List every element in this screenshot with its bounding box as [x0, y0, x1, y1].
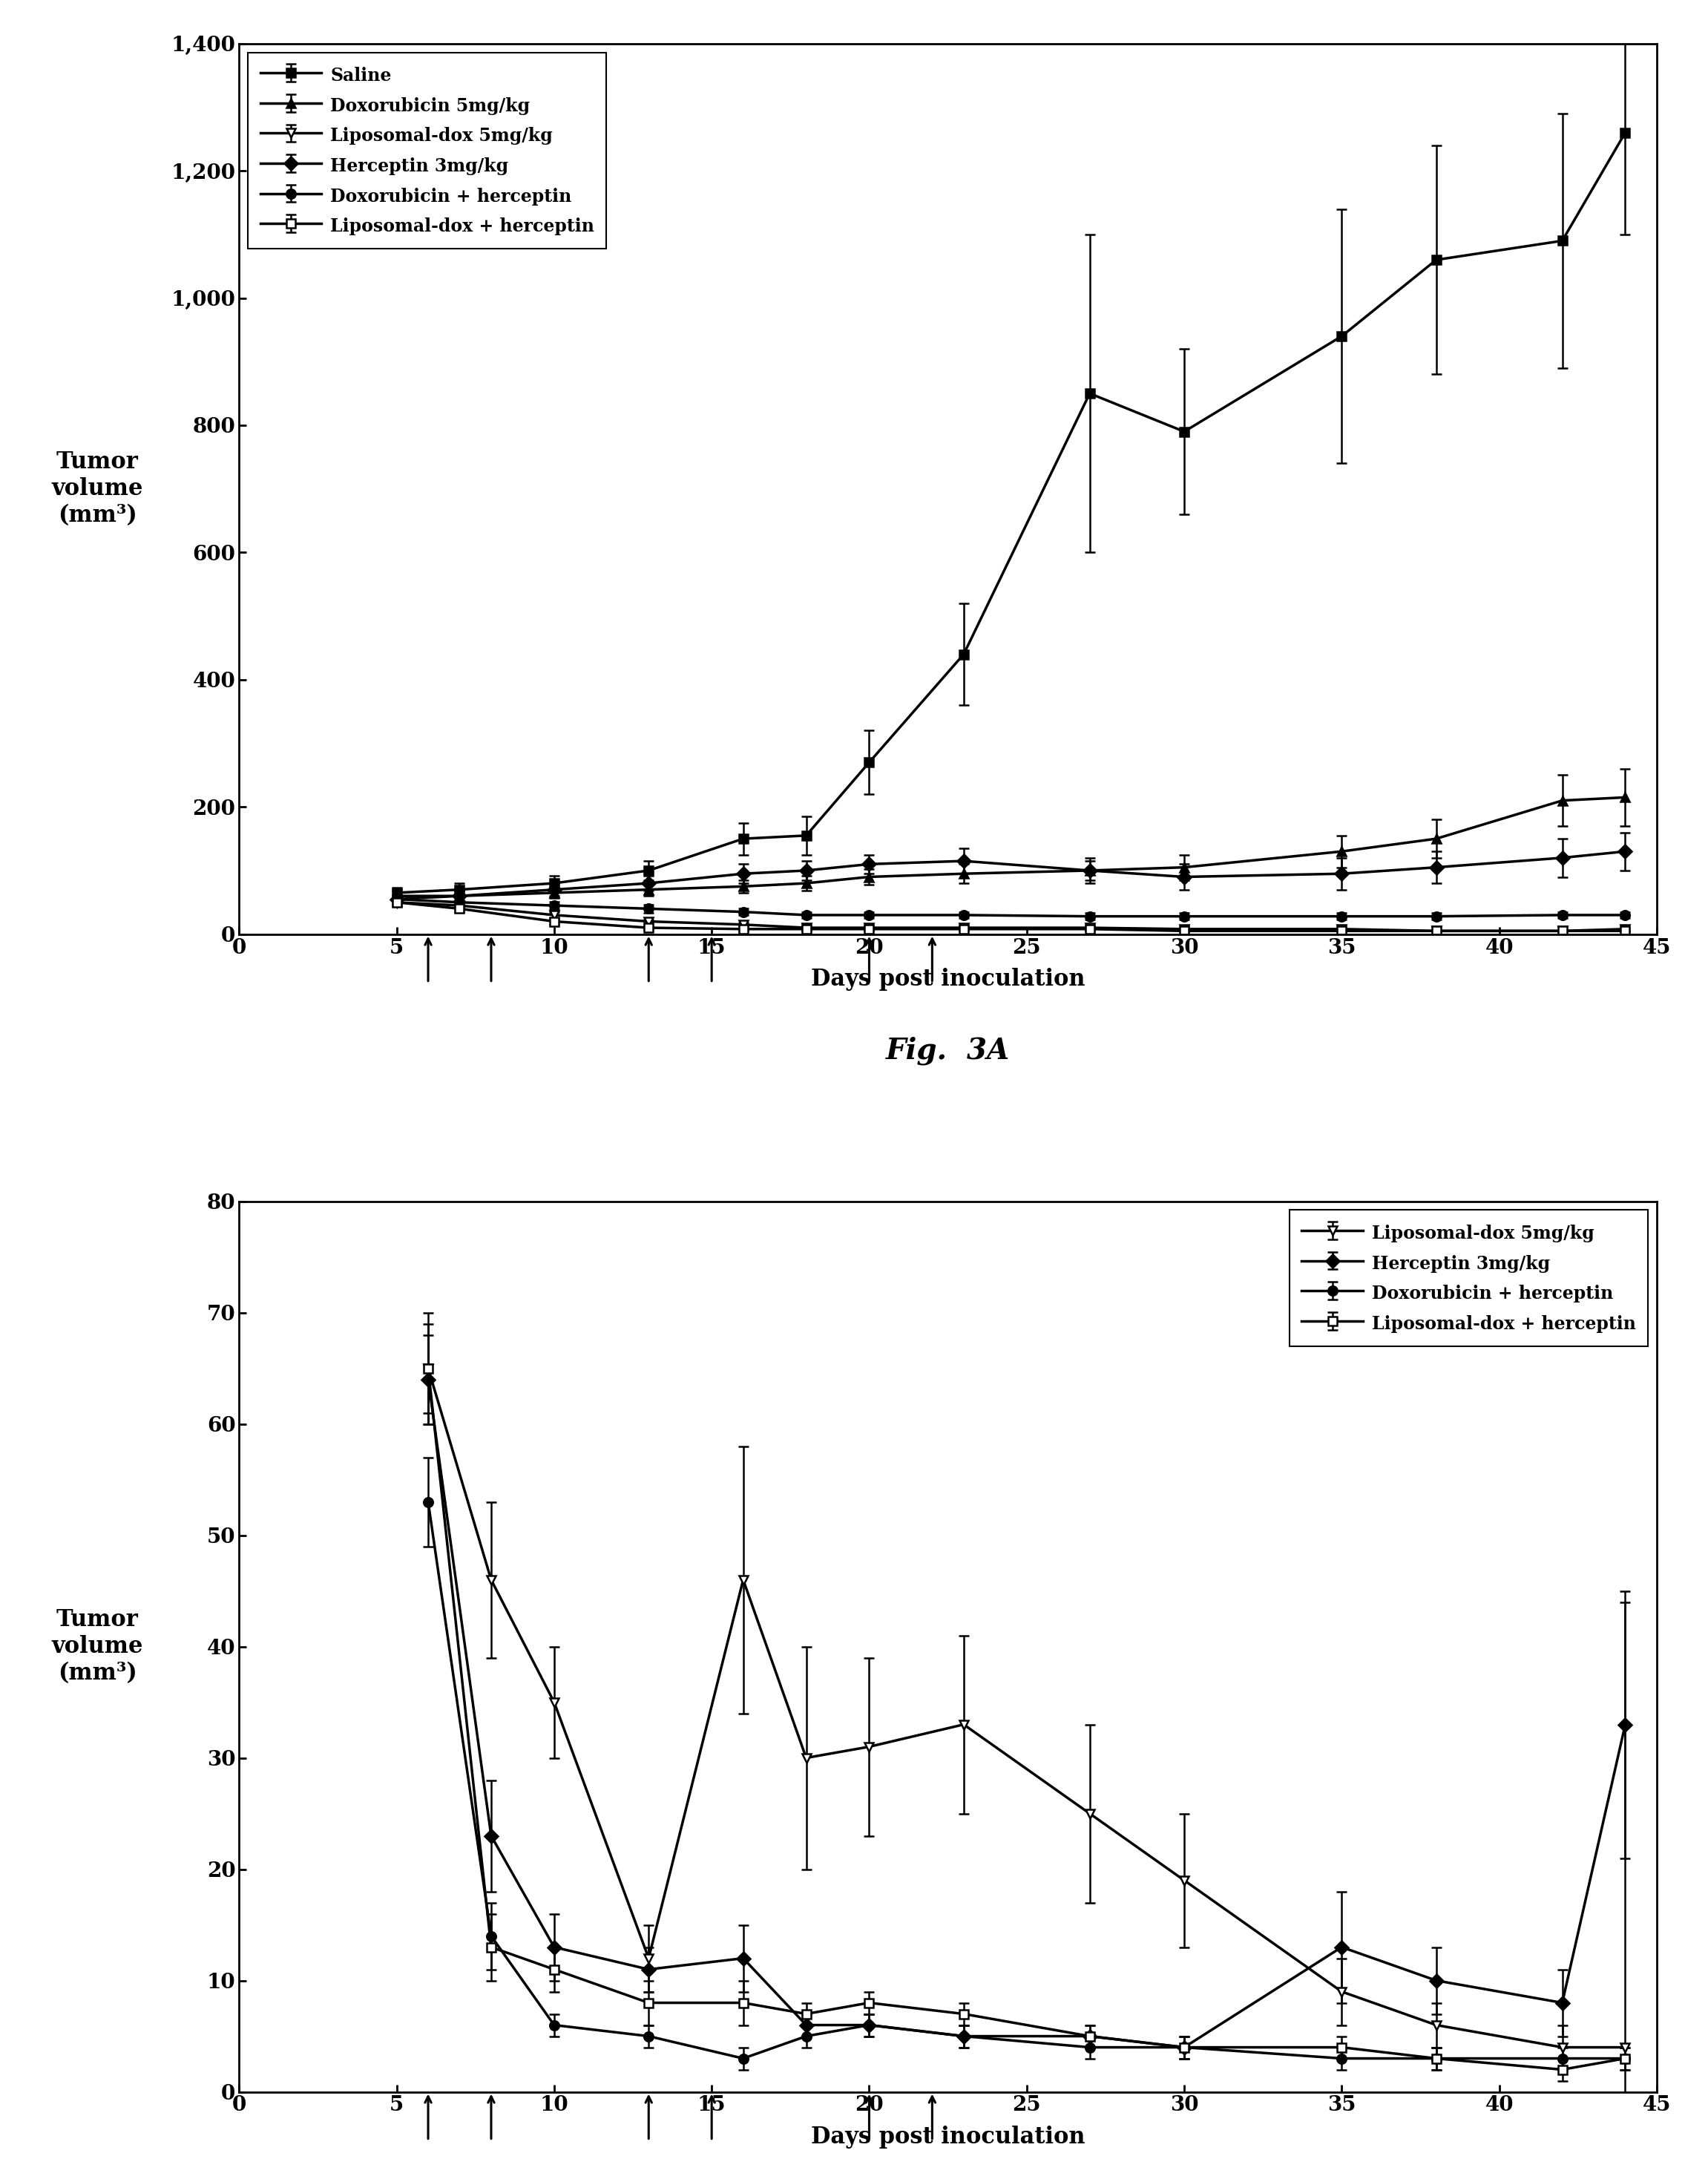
X-axis label: Days post inoculation: Days post inoculation: [811, 967, 1085, 991]
Y-axis label: Tumor
volume
(mm³): Tumor volume (mm³): [51, 451, 143, 527]
X-axis label: Days post inoculation: Days post inoculation: [811, 2127, 1085, 2148]
Legend: Saline, Doxorubicin 5mg/kg, Liposomal-dox 5mg/kg, Herceptin 3mg/kg, Doxorubicin : Saline, Doxorubicin 5mg/kg, Liposomal-do…: [248, 52, 606, 248]
Legend: Liposomal-dox 5mg/kg, Herceptin 3mg/kg, Doxorubicin + herceptin, Liposomal-dox +: Liposomal-dox 5mg/kg, Herceptin 3mg/kg, …: [1290, 1209, 1648, 1347]
Y-axis label: Tumor
volume
(mm³): Tumor volume (mm³): [51, 1608, 143, 1684]
Text: Fig.  3A: Fig. 3A: [886, 1037, 1009, 1066]
